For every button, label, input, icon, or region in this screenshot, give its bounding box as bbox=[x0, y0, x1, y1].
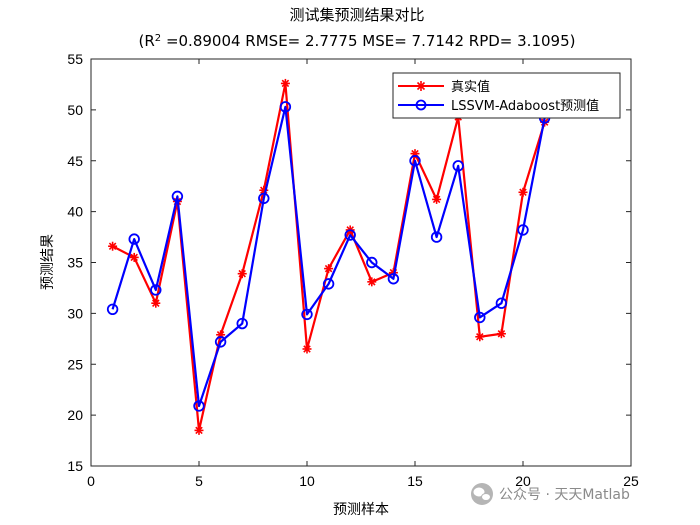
data-point bbox=[193, 400, 205, 412]
legend-marker-predicted bbox=[415, 99, 427, 111]
data-point bbox=[495, 297, 508, 309]
data-point bbox=[452, 160, 464, 172]
data-point bbox=[194, 425, 204, 435]
y-tick-label-8: 55 bbox=[67, 51, 83, 67]
data-point bbox=[237, 269, 247, 279]
data-point bbox=[302, 344, 312, 354]
y-axis-label: 预测结果 bbox=[40, 234, 56, 290]
y-tick-label-1: 20 bbox=[67, 407, 83, 423]
data-point bbox=[151, 298, 161, 308]
x-tick-label-0: 0 bbox=[87, 473, 95, 489]
y-tick-label-6: 45 bbox=[67, 153, 83, 169]
axes-box bbox=[90, 58, 632, 467]
x-axis-label: 预测样本 bbox=[333, 502, 389, 518]
data-point bbox=[430, 231, 443, 243]
data-point bbox=[150, 284, 162, 296]
data-point bbox=[517, 224, 529, 236]
subtitle-superscript: 2 bbox=[155, 33, 161, 44]
data-point bbox=[322, 278, 335, 290]
y-tick-label-2: 25 bbox=[67, 356, 83, 372]
legend-label-predicted: LSSVM-Adaboost预测值 bbox=[451, 98, 599, 114]
data-point bbox=[128, 233, 140, 245]
data-point bbox=[214, 336, 227, 348]
y-tick-label-5: 40 bbox=[67, 204, 83, 220]
data-point bbox=[236, 317, 248, 330]
plot-area bbox=[90, 58, 632, 467]
data-point bbox=[344, 229, 356, 241]
data-point bbox=[518, 187, 528, 197]
data-point bbox=[475, 332, 485, 342]
series-line-1 bbox=[111, 105, 546, 408]
x-tick-label-5: 25 bbox=[623, 473, 639, 489]
legend-box bbox=[392, 72, 621, 119]
chart-subtitle: (R2 =0.89004 RMSE= 2.7775 MSE= 7.7142 RP… bbox=[139, 32, 576, 50]
data-point bbox=[129, 252, 139, 262]
data-point bbox=[280, 78, 290, 88]
data-point bbox=[387, 273, 400, 285]
legend-label-true: 真实值 bbox=[451, 79, 490, 95]
subtitle-prefix: (R bbox=[139, 32, 155, 50]
axis-ticks: 0 5 10 15 20 25 15 20 25 30 35 40 45 50 55 bbox=[67, 51, 639, 489]
series-1 bbox=[106, 101, 551, 412]
chart-title: 测试集预测结果对比 bbox=[289, 6, 424, 24]
subtitle-metrics: =0.89004 RMSE= 2.7775 MSE= 7.7142 RPD= 3… bbox=[161, 32, 575, 50]
data-point bbox=[108, 241, 118, 251]
data-point bbox=[496, 329, 506, 339]
data-point bbox=[279, 101, 292, 113]
y-tick-label-3: 30 bbox=[67, 305, 83, 321]
data-point bbox=[106, 303, 119, 316]
data-point bbox=[366, 256, 378, 269]
data-point bbox=[258, 192, 270, 205]
x-tick-label-3: 15 bbox=[407, 473, 423, 489]
data-point bbox=[474, 311, 486, 324]
data-point bbox=[301, 308, 313, 321]
y-tick-label-7: 50 bbox=[67, 102, 83, 118]
y-tick-label-0: 15 bbox=[67, 458, 83, 474]
data-point bbox=[367, 277, 377, 287]
x-tick-label-4: 20 bbox=[515, 473, 531, 489]
x-tick-label-1: 5 bbox=[195, 473, 203, 489]
data-point bbox=[432, 194, 442, 204]
legend: 真实值 LSSVM-Adaboost预测值 bbox=[392, 72, 621, 119]
data-point bbox=[324, 264, 334, 274]
x-tick-label-2: 10 bbox=[299, 473, 315, 489]
data-point bbox=[171, 190, 184, 203]
watermark: 公众号 · 天天Matlab bbox=[471, 483, 630, 505]
wechat-icon bbox=[471, 483, 493, 505]
watermark-text: 公众号 · 天天Matlab bbox=[499, 487, 630, 503]
legend-marker-true bbox=[416, 81, 426, 91]
data-point bbox=[409, 155, 421, 167]
y-tick-label-4: 35 bbox=[67, 255, 83, 271]
